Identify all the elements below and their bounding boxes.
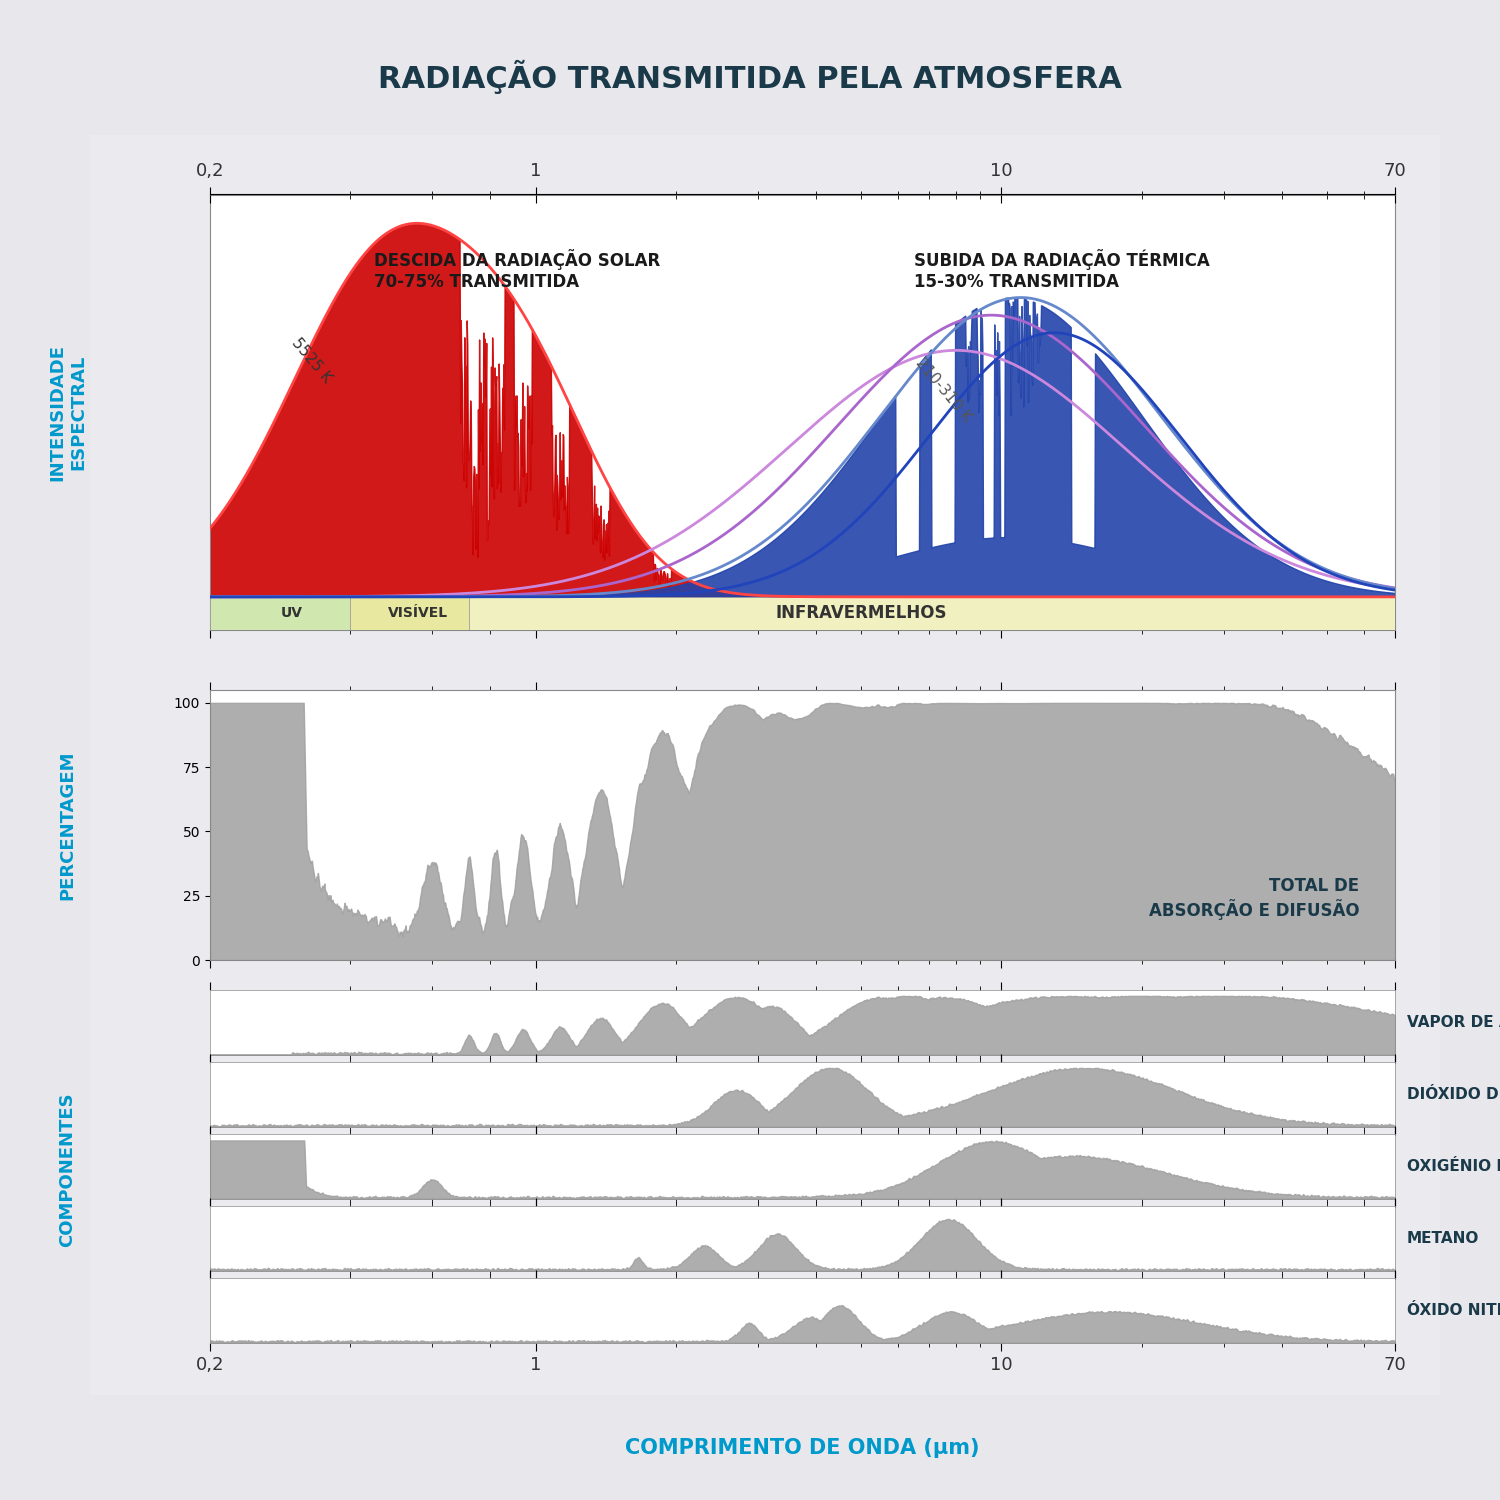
Text: RADIAÇÃO TRANSMITIDA PELA ATMOSFERA: RADIAÇÃO TRANSMITIDA PELA ATMOSFERA (378, 60, 1122, 94)
Text: UV: UV (280, 606, 303, 621)
Bar (210, 597, 350, 630)
Text: DIÓXIDO DE CARBONO: DIÓXIDO DE CARBONO (1407, 1086, 1500, 1101)
Bar (350, 597, 470, 630)
Text: INTENSIDADE
ESPECTRAL: INTENSIDADE ESPECTRAL (48, 344, 87, 482)
Text: ÓXIDO NITROSO: ÓXIDO NITROSO (1407, 1302, 1500, 1317)
Text: TOTAL DE
ABSORÇÃO E DIFUSÃO: TOTAL DE ABSORÇÃO E DIFUSÃO (1149, 878, 1359, 920)
Bar (470, 597, 1395, 630)
Text: INFRAVERMELHOS: INFRAVERMELHOS (776, 604, 946, 622)
Bar (90, 135, 1440, 1395)
Text: METANO: METANO (1407, 1230, 1479, 1245)
Text: VISÍVEL: VISÍVEL (388, 606, 448, 621)
Text: 5525 K: 5525 K (288, 336, 334, 386)
Text: DESCIDA DA RADIAÇÃO SOLAR
70-75% TRANSMITIDA: DESCIDA DA RADIAÇÃO SOLAR 70-75% TRANSMI… (374, 249, 660, 291)
Text: PERCENTAGEM: PERCENTAGEM (58, 750, 76, 900)
Text: COMPRIMENTO DE ONDA (μm): COMPRIMENTO DE ONDA (μm) (626, 1437, 980, 1458)
Text: 210-310 K: 210-310 K (912, 356, 974, 424)
Text: SUBIDA DA RADIAÇÃO TÉRMICA
15-30% TRANSMITIDA: SUBIDA DA RADIAÇÃO TÉRMICA 15-30% TRANSM… (914, 249, 1210, 291)
Text: OXIGÉNIO E OZONO: OXIGÉNIO E OZONO (1407, 1158, 1500, 1173)
Text: VAPOR DE ÁGUA: VAPOR DE ÁGUA (1407, 1014, 1500, 1029)
Text: COMPONENTES: COMPONENTES (58, 1092, 76, 1248)
